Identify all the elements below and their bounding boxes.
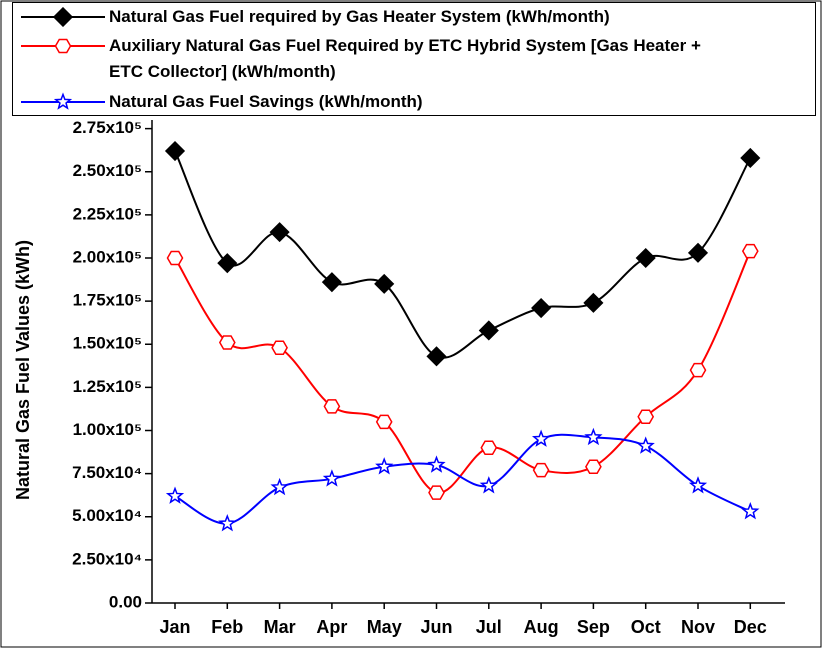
y-tick-label: 2.25x10⁵ <box>73 204 142 223</box>
data-point <box>270 477 289 496</box>
y-tick-label: 2.50x10⁵ <box>73 161 142 180</box>
x-tick-label: Apr <box>316 617 347 637</box>
data-point <box>531 429 551 447</box>
data-point <box>532 462 550 478</box>
y-axis-label: Natural Gas Fuel Values (kWh) <box>13 240 33 500</box>
y-tick-label: 7.50x10⁴ <box>72 463 142 482</box>
y-tick-label: 2.50x10⁴ <box>72 549 142 568</box>
data-point <box>583 292 604 313</box>
x-tick-label: May <box>367 617 402 637</box>
x-tick-label: Nov <box>681 617 715 637</box>
y-tick-label: 0.00 <box>109 592 142 611</box>
data-point <box>478 320 499 341</box>
series-line <box>174 150 752 359</box>
legend: Natural Gas Fuel required by Gas Heater … <box>12 2 816 116</box>
data-point <box>322 469 342 487</box>
legend-label: Natural Gas Fuel required by Gas Heater … <box>109 7 610 26</box>
data-point <box>585 459 602 474</box>
legend-marker <box>54 38 72 54</box>
data-point <box>271 340 288 355</box>
data-point <box>584 427 603 446</box>
x-tick-label: Feb <box>211 617 243 637</box>
y-tick-label: 1.25x10⁵ <box>73 377 142 396</box>
legend-swatch <box>21 92 105 110</box>
data-point <box>375 457 394 475</box>
data-point <box>479 476 498 494</box>
data-point <box>688 476 708 494</box>
data-point <box>428 485 445 500</box>
data-point <box>636 436 655 454</box>
legend-marker <box>53 92 73 110</box>
data-point <box>427 455 446 473</box>
data-point <box>374 273 395 294</box>
x-tick-label: Jun <box>420 617 452 637</box>
legend-label: Natural Gas Fuel Savings (kWh/month) <box>109 92 423 111</box>
legend-marker <box>52 7 74 27</box>
x-tick-label: Jul <box>476 617 502 637</box>
data-point <box>741 501 760 520</box>
x-tick-label: Aug <box>524 617 559 637</box>
y-tick-label: 2.00x10⁵ <box>73 247 142 266</box>
y-tick-label: 1.75x10⁵ <box>73 291 142 310</box>
x-tick-label: Sep <box>577 617 610 637</box>
series-line <box>174 433 751 525</box>
data-point <box>218 335 236 350</box>
y-tick-label: 1.00x10⁵ <box>73 420 142 439</box>
data-point <box>740 147 761 169</box>
data-point <box>217 253 238 274</box>
data-point <box>375 414 393 430</box>
y-tick-label: 2.75x10⁵ <box>73 118 142 137</box>
x-tick-label: Dec <box>734 617 767 637</box>
data-point <box>635 247 656 269</box>
data-point <box>637 409 655 424</box>
series-line <box>174 250 752 494</box>
y-tick-label: 1.50x10⁵ <box>73 334 142 353</box>
data-point <box>164 140 186 162</box>
x-tick-label: Oct <box>631 617 661 637</box>
data-point <box>426 346 447 367</box>
data-point <box>687 242 709 263</box>
y-tick-label: 5.00x10⁴ <box>72 506 142 525</box>
data-point <box>165 486 185 504</box>
data-point <box>741 243 759 259</box>
legend-swatch <box>21 38 105 54</box>
data-point <box>689 362 707 378</box>
data-point <box>480 440 498 455</box>
x-tick-label: Jan <box>159 617 190 637</box>
data-point <box>166 250 184 266</box>
data-point <box>269 222 290 243</box>
x-tick-label: Mar <box>264 617 296 637</box>
data-point <box>531 297 552 319</box>
legend-label: Auxiliary Natural Gas Fuel Required by E… <box>109 36 701 81</box>
data-point <box>321 272 342 293</box>
legend-swatch <box>21 7 105 27</box>
data-point <box>218 514 237 532</box>
data-point <box>323 399 341 414</box>
